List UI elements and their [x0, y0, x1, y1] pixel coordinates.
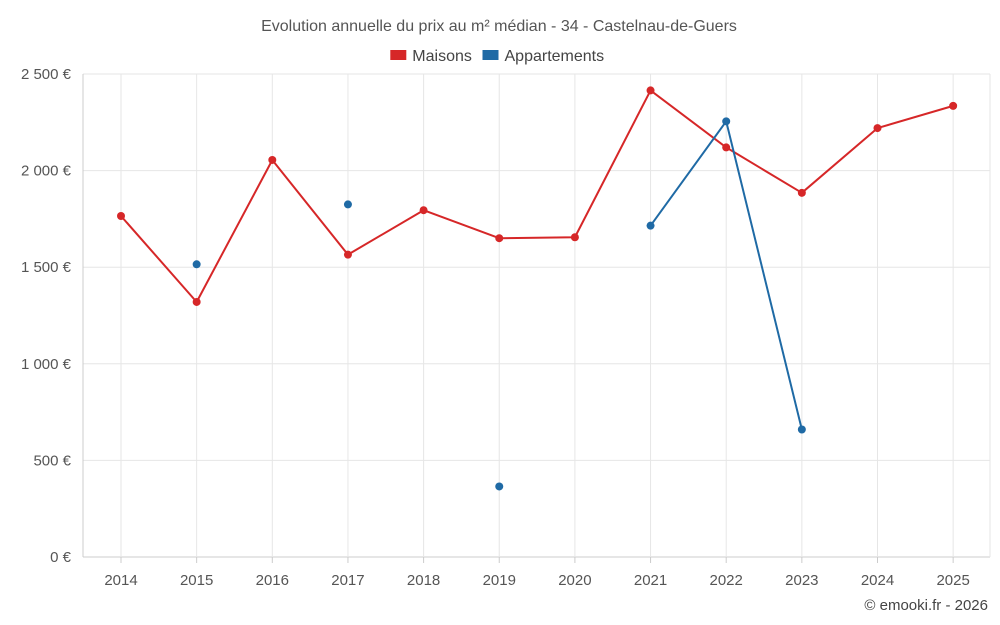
legend-swatch [390, 50, 407, 60]
data-point-maisons-2024[interactable] [873, 124, 882, 133]
x-axis-ticks: 2014 2015 2016 2017 2018 2019 2020 2021 2022 2023… [104, 572, 970, 589]
y-tick-label: 2 000 € [21, 163, 72, 180]
grid-lines-x [82, 74, 991, 563]
legend: Maisons Appartements [390, 48, 604, 65]
chart-title: Evolution annuelle du prix au m² médian … [261, 18, 737, 35]
x-tick-label: 2022 [710, 572, 743, 589]
data-point-maisons-2022[interactable] [722, 143, 731, 152]
series-layer [117, 86, 958, 491]
x-tick-label: 2023 [785, 572, 818, 589]
y-tick-label: 500 € [33, 452, 71, 469]
x-tick-label: 2019 [483, 572, 516, 589]
data-point-appartements-2021[interactable] [646, 221, 655, 230]
data-point-appartements-2023[interactable] [797, 425, 806, 434]
x-tick-label: 2024 [861, 572, 894, 589]
y-tick-label: 2 500 € [21, 66, 72, 83]
data-point-appartements-2019[interactable] [495, 482, 504, 491]
y-axis-ticks: 0 € 500 € 1 000 € 1 500 € 2 000 € 2 500 € [21, 66, 72, 566]
legend-label: Appartements [505, 48, 605, 65]
x-tick-label: 2018 [407, 572, 440, 589]
series-appartements [192, 117, 806, 491]
data-point-appartements-2022[interactable] [722, 117, 731, 126]
y-tick-label: 1 000 € [21, 356, 72, 373]
data-point-appartements-2015[interactable] [192, 260, 201, 269]
legend-item-appartements[interactable]: Appartements [482, 48, 605, 65]
data-point-maisons-2016[interactable] [268, 155, 277, 164]
x-tick-label: 2016 [256, 572, 289, 589]
y-tick-label: 1 500 € [21, 259, 72, 276]
legend-swatch [482, 50, 499, 60]
x-tick-label: 2025 [936, 572, 969, 589]
data-point-maisons-2017[interactable] [343, 250, 352, 259]
x-tick-label: 2014 [104, 572, 137, 589]
data-point-maisons-2023[interactable] [797, 188, 806, 197]
credit-text: © emooki.fr - 2026 [864, 597, 988, 614]
series-maisons [117, 86, 958, 306]
data-point-maisons-2020[interactable] [570, 233, 579, 242]
legend-label: Maisons [412, 48, 472, 65]
grid-lines-y [83, 73, 990, 558]
data-point-maisons-2021[interactable] [646, 86, 655, 95]
data-point-maisons-2014[interactable] [117, 212, 125, 221]
y-tick-label: 0 € [50, 549, 72, 566]
legend-item-maisons[interactable]: Maisons [390, 48, 472, 65]
x-tick-label: 2021 [634, 572, 667, 589]
data-point-appartements-2017[interactable] [343, 200, 352, 209]
x-tick-label: 2017 [331, 572, 364, 589]
data-point-maisons-2019[interactable] [495, 234, 504, 243]
x-tick-label: 2020 [558, 572, 591, 589]
data-point-maisons-2025[interactable] [949, 101, 958, 110]
data-point-maisons-2018[interactable] [419, 206, 428, 215]
x-tick-label: 2015 [180, 572, 213, 589]
data-point-maisons-2015[interactable] [192, 297, 201, 306]
series-line-maisons [120, 89, 954, 303]
